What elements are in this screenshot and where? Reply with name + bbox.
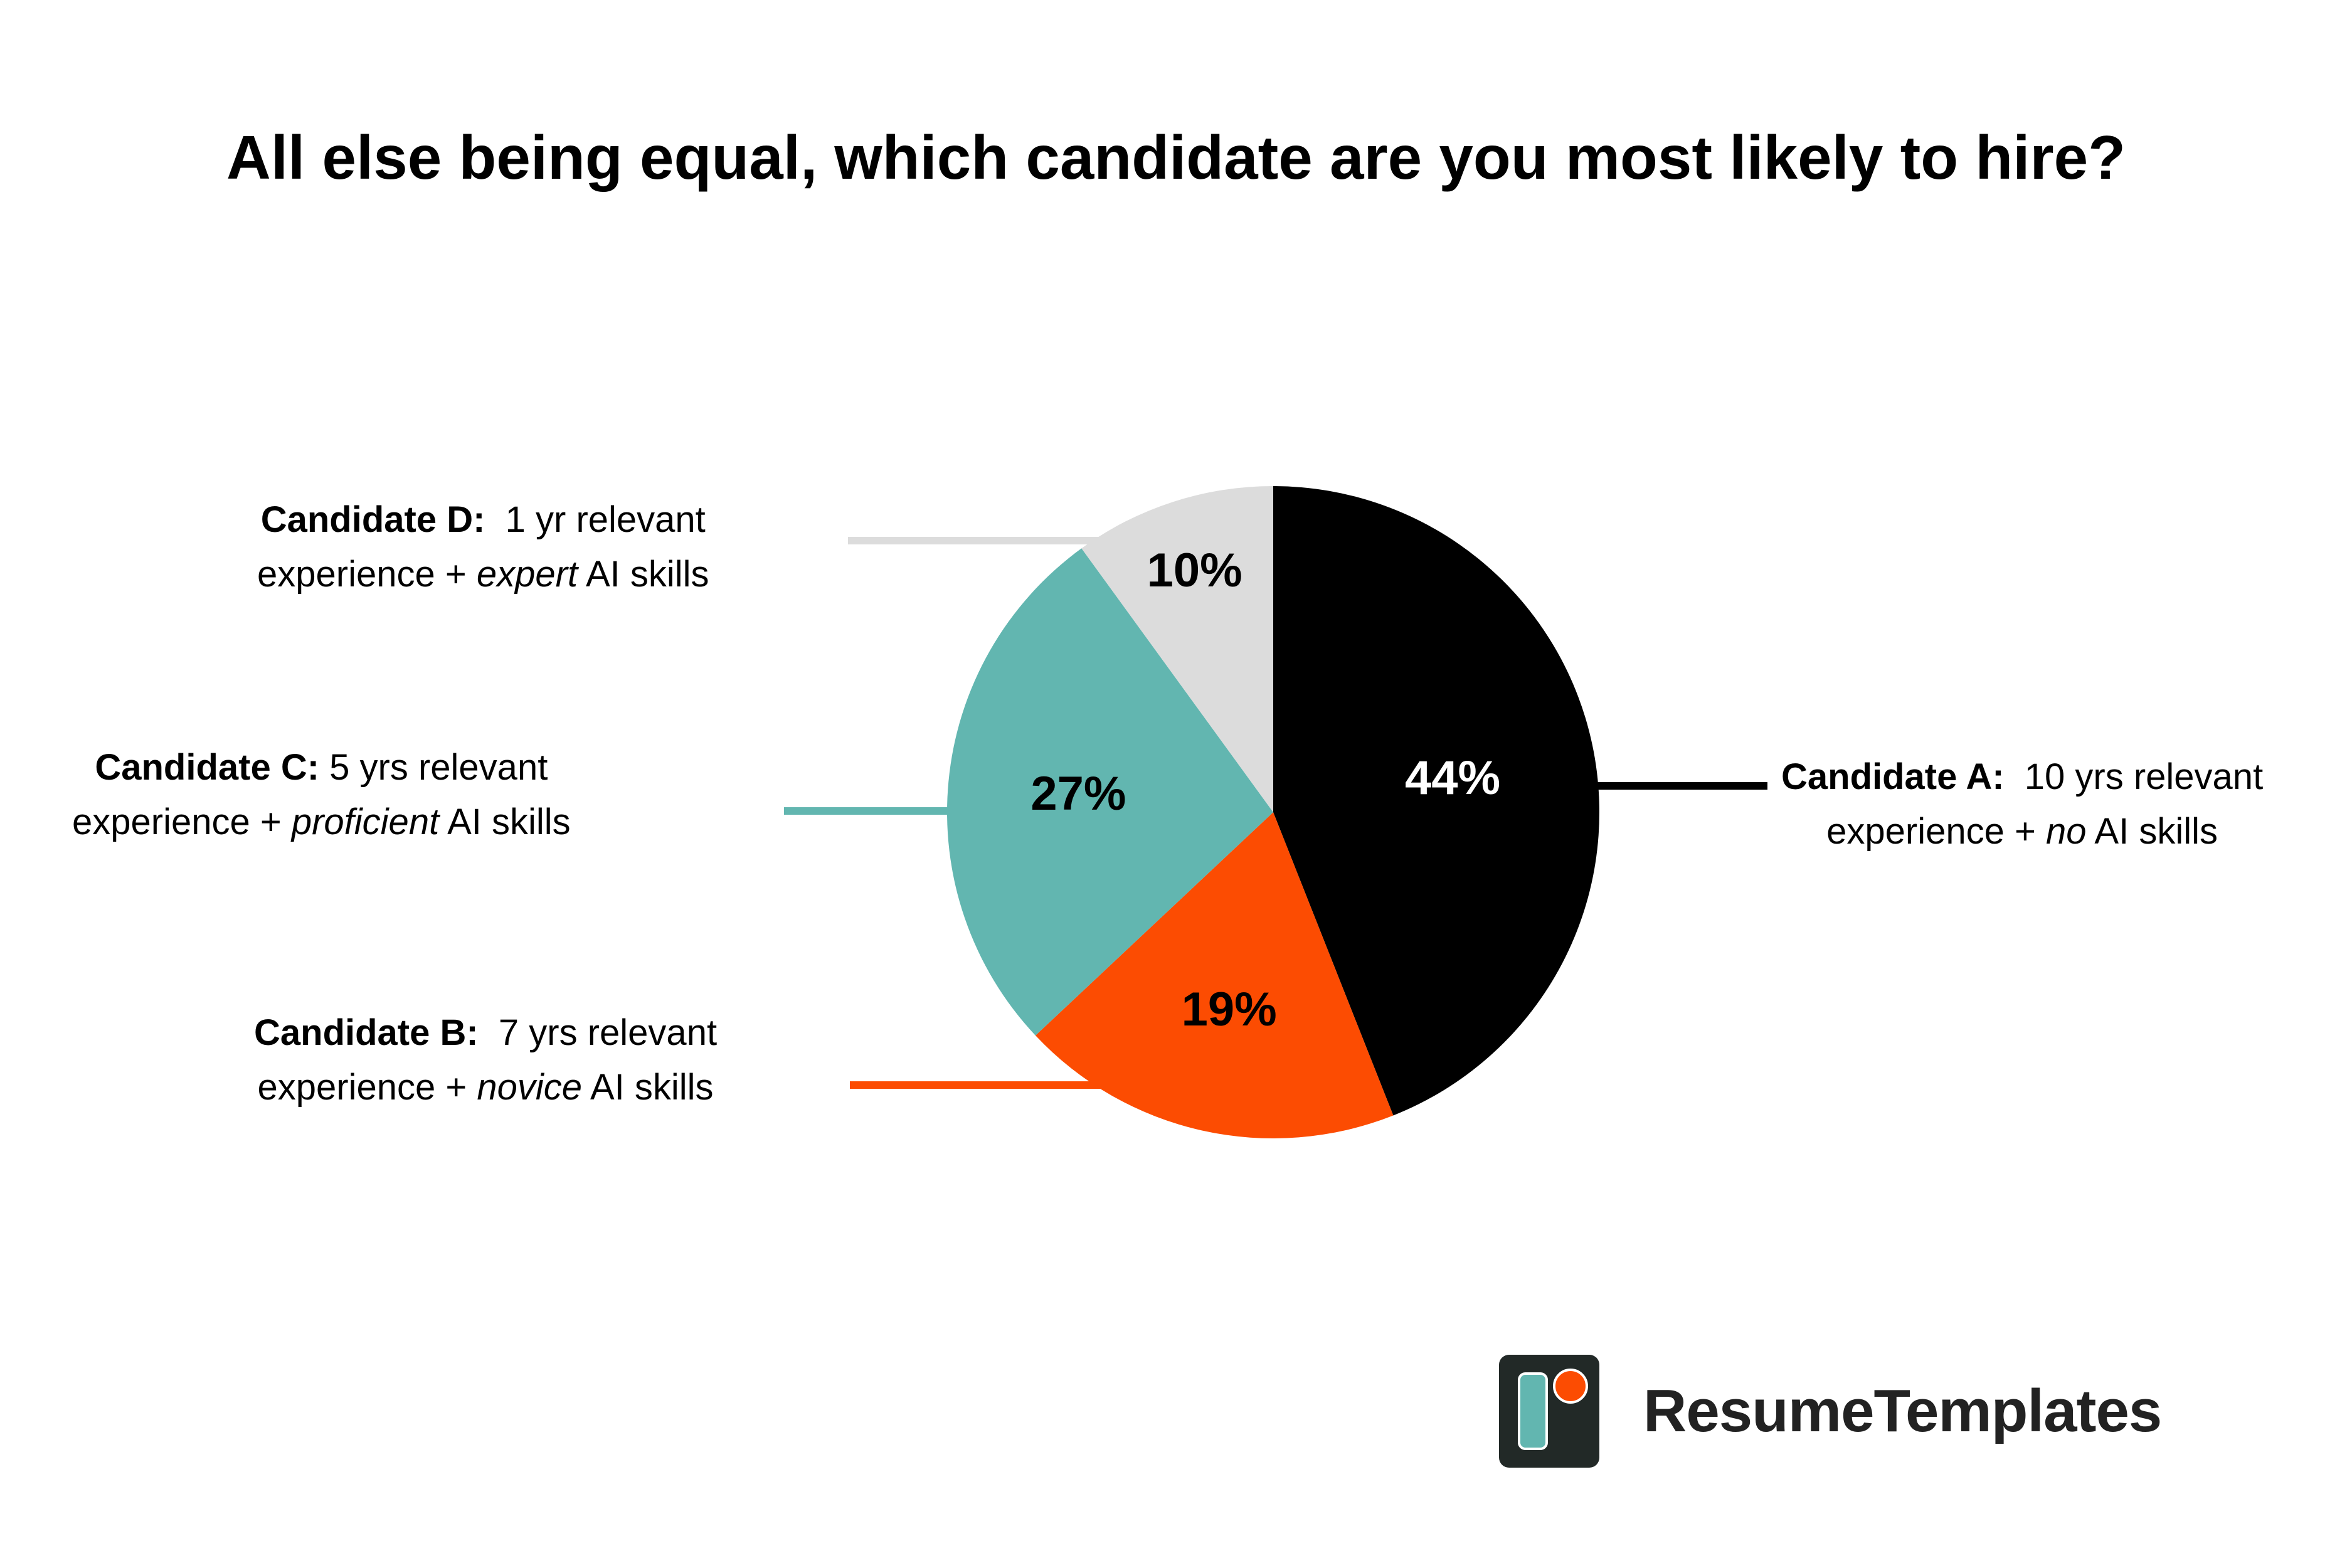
desc-prefix: experience +: [257, 1067, 477, 1108]
pie-slice-candidate-c: [946, 548, 1273, 1036]
candidate-name: Candidate B:: [254, 1012, 479, 1053]
ai-skill-level: novice: [477, 1067, 583, 1108]
candidate-experience: 7 yrs relevant: [498, 1012, 718, 1053]
callout-line-2: experience + proficient AI skills: [72, 795, 571, 849]
candidate-name: Candidate C:: [95, 747, 320, 788]
brand-name: ResumeTemplates: [1643, 1377, 2162, 1444]
pie-slice-candidate-a: [1273, 485, 1600, 1116]
callout-connectors: [784, 537, 1767, 1089]
callout-candidate-a: Candidate A: 10 yrs relevant experience …: [1781, 750, 2263, 859]
candidate-experience: 5 yrs relevant: [329, 747, 548, 788]
slice-value-label-candidate-c: 27%: [1030, 767, 1126, 820]
desc-prefix: experience +: [1826, 811, 2046, 852]
desc-prefix: experience +: [72, 802, 292, 842]
callout-line-2: experience + no AI skills: [1781, 804, 2263, 859]
candidate-experience: 10 yrs relevant: [2024, 756, 2264, 797]
ai-skill-level: expert: [476, 554, 578, 595]
candidate-experience: 1 yr relevant: [505, 499, 706, 540]
slice-value-label-candidate-a: 44%: [1405, 751, 1500, 805]
callout-line-1: Candidate B: 7 yrs relevant: [254, 1005, 717, 1060]
desc-suffix: AI skills: [439, 802, 571, 842]
ai-skill-level: proficient: [291, 802, 440, 842]
slice-value-label-candidate-b: 19%: [1182, 983, 1277, 1036]
callout-line-1: Candidate C: 5 yrs relevant: [72, 740, 571, 795]
desc-suffix: AI skills: [2086, 811, 2218, 852]
brand: ResumeTemplates: [1499, 1355, 2162, 1468]
candidate-name: Candidate A:: [1781, 756, 2005, 797]
ai-skill-level: no: [2046, 811, 2087, 852]
callout-line-1: Candidate D: 1 yr relevant: [257, 492, 709, 547]
chart-title: All else being equal, which candidate ar…: [226, 123, 2126, 192]
desc-prefix: experience +: [257, 554, 477, 595]
slice-value-label-candidate-d: 10%: [1147, 544, 1242, 597]
desc-suffix: AI skills: [578, 554, 709, 595]
pie-slice-candidate-b: [1035, 812, 1394, 1138]
candidate-name: Candidate D:: [260, 499, 485, 540]
resume-templates-logo-icon: [1499, 1355, 1599, 1468]
callout-candidate-d: Candidate D: 1 yr relevant experience + …: [257, 492, 709, 601]
pie-slices: [946, 485, 1600, 1138]
callout-line-1: Candidate A: 10 yrs relevant: [1781, 750, 2263, 804]
callout-line-2: experience + novice AI skills: [254, 1060, 717, 1115]
callout-line-2: experience + expert AI skills: [257, 547, 709, 601]
pie-slice-labels: 44% 19% 27% 10%: [1030, 544, 1500, 1036]
pie-slice-candidate-d: [1081, 486, 1273, 812]
callout-candidate-b: Candidate B: 7 yrs relevant experience +…: [254, 1005, 717, 1115]
callout-candidate-c: Candidate C: 5 yrs relevant experience +…: [72, 740, 571, 849]
desc-suffix: AI skills: [582, 1067, 714, 1108]
